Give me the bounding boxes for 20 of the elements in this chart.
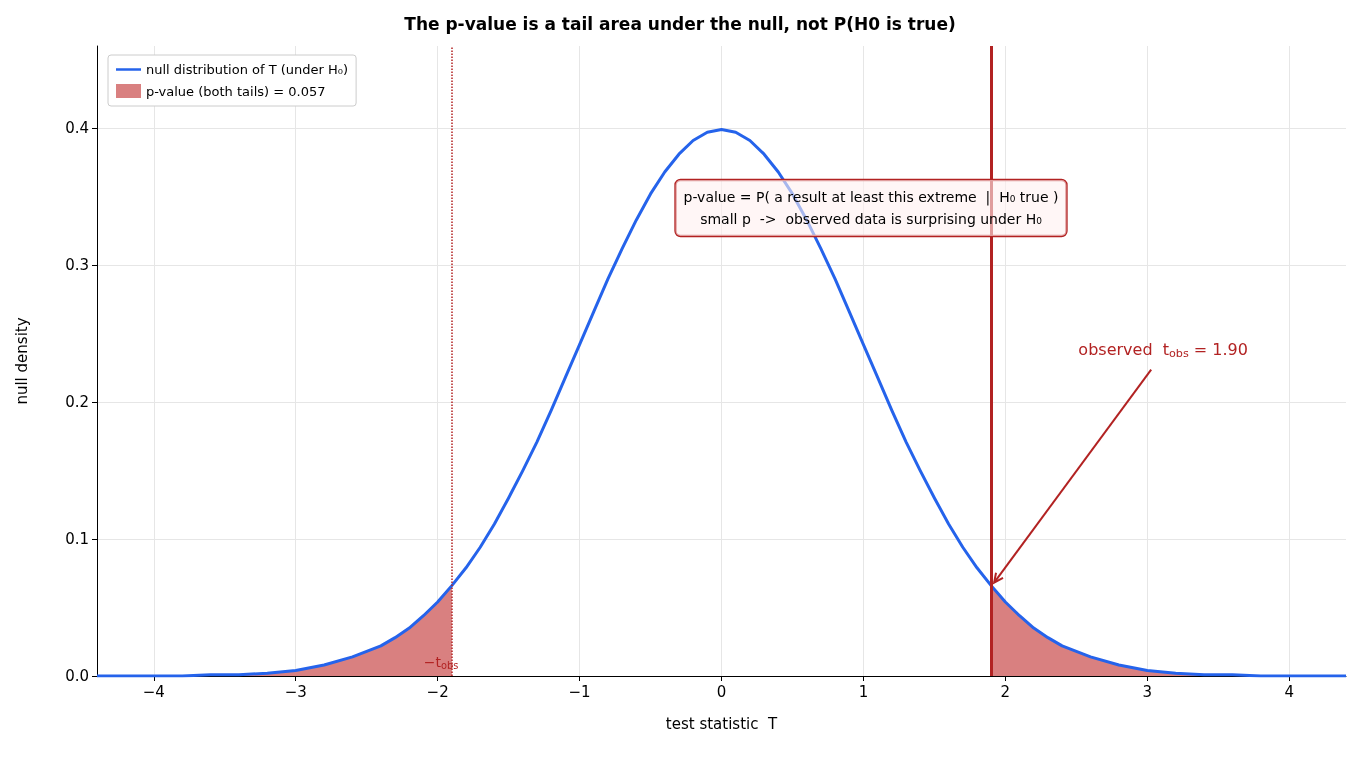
x-tick-label: −4 — [142, 682, 165, 701]
x-tick-label: 0 — [716, 682, 727, 701]
y-tick-label: 0.3 — [65, 256, 89, 275]
chart-title: The p-value is a tail area under the null, not P(H0 is true) — [404, 13, 956, 34]
y-tick-label: 0.2 — [65, 393, 89, 412]
y-axis-title: null density — [12, 317, 31, 405]
annotation: p-value = P( a result at least this extreme | H₀ true ) small p -> observed data is surprising under H₀ — [683, 189, 1059, 227]
x-tick-label: −2 — [426, 682, 449, 701]
legend-label: p-value (both tails) = 0.057 — [146, 83, 326, 99]
x-tick-label: 1 — [858, 682, 869, 701]
x-tick-label: −3 — [284, 682, 307, 701]
x-axis-title: test statistic T — [665, 714, 778, 733]
x-tick-label: 3 — [1142, 682, 1153, 701]
y-tick-label: 0.1 — [65, 530, 89, 549]
legend-label: null distribution of T (under H₀) — [146, 62, 349, 77]
x-tick-label: −1 — [568, 682, 591, 701]
y-tick-label: 0.4 — [65, 119, 89, 138]
y-tick-label: 0.0 — [65, 667, 89, 685]
x-tick-label: 2 — [1000, 682, 1011, 701]
x-tick-label: 4 — [1284, 682, 1294, 701]
